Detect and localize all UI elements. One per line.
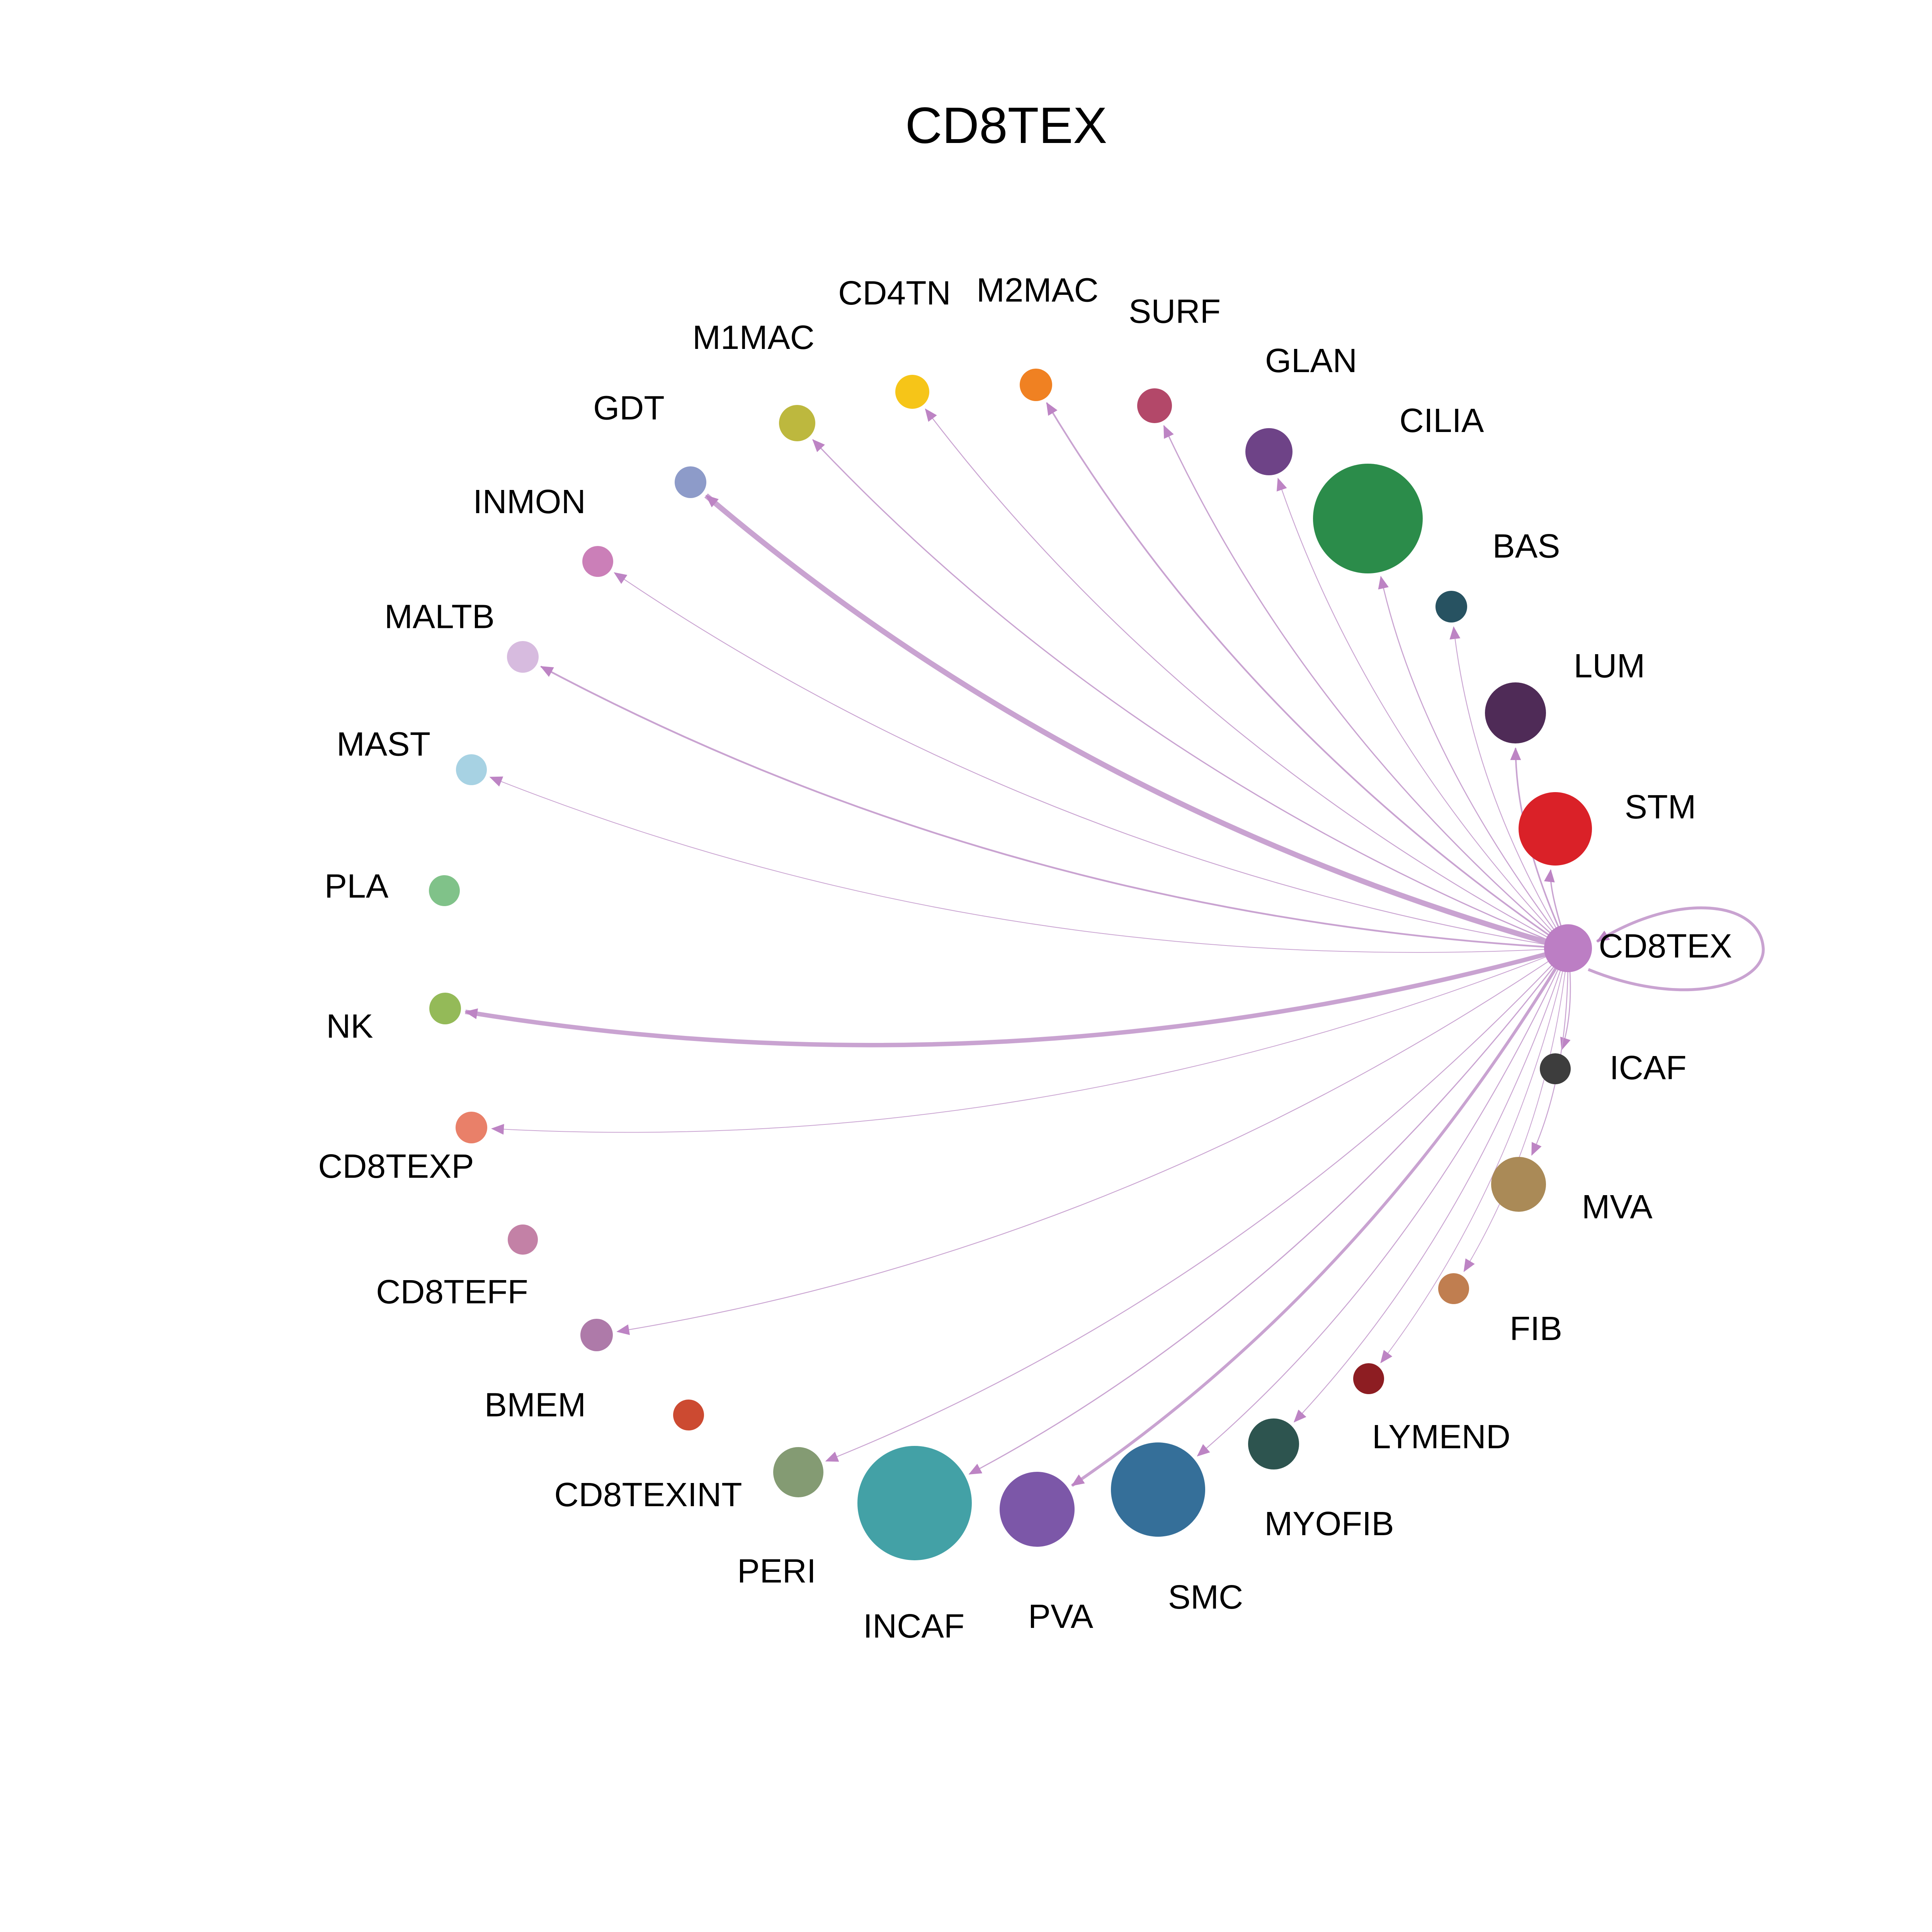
node-GLAN xyxy=(1245,428,1293,475)
node-M1MAC xyxy=(779,405,815,441)
edge-CD8TEX-LYMEND xyxy=(1380,948,1568,1364)
edge-CD8TEX-GDT xyxy=(704,493,1569,951)
node-label-CD8TEXP: CD8TEXP xyxy=(318,1147,474,1185)
node-label-MALTB: MALTB xyxy=(384,598,495,636)
node-PVA xyxy=(999,1472,1075,1547)
node-label-M2MAC: M2MAC xyxy=(976,271,1099,309)
node-label-STM: STM xyxy=(1625,788,1696,826)
edge-CD8TEX-CD8TEXP xyxy=(491,948,1568,1135)
edge-CD8TEX-CILIA xyxy=(1378,576,1569,949)
node-ICAF xyxy=(1540,1053,1571,1084)
node-BMEM xyxy=(580,1319,613,1351)
node-label-PERI: PERI xyxy=(737,1552,816,1590)
edge-CD8TEX-INMON xyxy=(614,572,1568,949)
node-FIB xyxy=(1438,1273,1469,1304)
edge-CD8TEX-M1MAC xyxy=(812,439,1568,949)
node-INMON xyxy=(582,546,613,577)
edges-layer xyxy=(464,402,1765,1487)
node-M2MAC xyxy=(1020,369,1052,401)
node-label-LUM: LUM xyxy=(1574,647,1645,685)
node-label-BAS: BAS xyxy=(1492,527,1560,565)
edge-CD8TEX-BAS xyxy=(1449,626,1568,949)
node-LUM xyxy=(1485,682,1546,744)
node-label-M1MAC: M1MAC xyxy=(692,318,815,356)
node-SURF xyxy=(1137,388,1172,423)
node-STM xyxy=(1519,792,1592,866)
node-label-FIB: FIB xyxy=(1510,1310,1562,1347)
nodes-layer xyxy=(429,369,1592,1561)
node-label-ICAF: ICAF xyxy=(1609,1049,1686,1087)
node-CD8TEFF xyxy=(508,1225,538,1255)
node-label-LYMEND: LYMEND xyxy=(1372,1418,1510,1456)
node-GDT xyxy=(674,466,706,498)
node-label-CILIA: CILIA xyxy=(1400,401,1484,439)
edge-CD8TEX-MALTB xyxy=(540,665,1568,949)
node-label-BMEM: BMEM xyxy=(485,1386,586,1424)
plot-title: CD8TEX xyxy=(905,97,1107,154)
node-CD8TEXINT xyxy=(673,1400,704,1430)
node-CD4TN xyxy=(895,375,930,409)
node-label-CD4TN: CD4TN xyxy=(838,274,951,312)
node-MYOFIB xyxy=(1248,1418,1299,1470)
edge-CD8TEX-M2MAC xyxy=(1046,402,1569,949)
node-MALTB xyxy=(507,641,539,673)
node-label-INMON: INMON xyxy=(473,483,586,520)
edge-CD8TEX-NK xyxy=(464,946,1569,1048)
labels-layer: CD8TEX ICAF MVA FIB LYMEND MYOFIB SMC PVA INCAF P… xyxy=(318,271,1732,1645)
edge-CD8TEX-BMEM xyxy=(616,948,1568,1335)
node-SMC xyxy=(1111,1442,1205,1537)
node-label-NK: NK xyxy=(326,1007,373,1045)
node-INCAF xyxy=(857,1446,972,1561)
edge-CD8TEX-MAST xyxy=(489,776,1568,953)
edge-CD8TEX-FIB xyxy=(1463,948,1568,1272)
node-label-INCAF: INCAF xyxy=(863,1607,965,1645)
node-CD8TEXP xyxy=(456,1111,487,1143)
node-PLA xyxy=(429,875,460,906)
node-CD8TEX xyxy=(1544,924,1592,972)
node-label-SMC: SMC xyxy=(1168,1578,1243,1616)
node-MVA xyxy=(1491,1157,1546,1212)
node-label-CD8TEFF: CD8TEFF xyxy=(376,1273,528,1311)
node-BAS xyxy=(1435,591,1467,622)
node-label-PVA: PVA xyxy=(1028,1597,1094,1635)
edge-CD8TEX-SMC xyxy=(1197,948,1569,1457)
node-label-SURF: SURF xyxy=(1129,293,1221,330)
node-NK xyxy=(429,993,461,1024)
node-label-CD8TEX: CD8TEX xyxy=(1599,927,1732,965)
node-LYMEND xyxy=(1353,1363,1384,1394)
edge-CD8TEX-PERI xyxy=(825,948,1568,1462)
node-label-PLA: PLA xyxy=(325,867,389,905)
edge-CD8TEX-MYOFIB xyxy=(1293,948,1569,1423)
node-label-GLAN: GLAN xyxy=(1265,342,1357,379)
node-PERI xyxy=(773,1447,823,1497)
edge-CD8TEX-INCAF xyxy=(968,948,1569,1475)
node-label-GDT: GDT xyxy=(593,389,665,427)
node-MAST xyxy=(456,754,487,785)
node-label-MYOFIB: MYOFIB xyxy=(1264,1505,1394,1543)
edge-CD8TEX-PVA xyxy=(1071,947,1570,1487)
edge-CD8TEX-SURF xyxy=(1163,425,1569,949)
node-CILIA xyxy=(1313,464,1423,573)
node-label-CD8TEXINT: CD8TEXINT xyxy=(554,1476,742,1514)
edge-CD8TEX-CD4TN xyxy=(925,408,1568,949)
node-label-MVA: MVA xyxy=(1582,1188,1653,1226)
self-loop-CD8TEX xyxy=(1588,906,1765,992)
edge-CD8TEX-GLAN xyxy=(1277,478,1568,949)
node-label-MAST: MAST xyxy=(337,725,430,763)
